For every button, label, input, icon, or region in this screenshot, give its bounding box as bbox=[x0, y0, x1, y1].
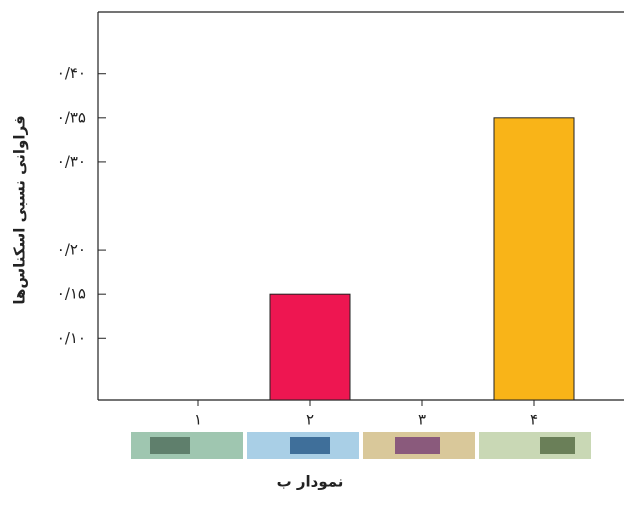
x-tick-label: ۱ bbox=[194, 411, 202, 429]
x-tick-label: ۴ bbox=[530, 411, 538, 429]
y-tick-label: ۰/۲۰ bbox=[57, 241, 86, 259]
banknote-image bbox=[290, 437, 330, 454]
x-tick-label: ۳ bbox=[418, 411, 426, 429]
x-tick-label: ۲ bbox=[306, 411, 314, 429]
banknotes bbox=[131, 432, 591, 459]
x-axis-title: نمودار ب bbox=[277, 473, 344, 491]
y-tick-label: ۰/۱۵ bbox=[57, 285, 86, 303]
y-tick-label: ۰/۴۰ bbox=[57, 64, 86, 82]
banknote-image bbox=[150, 437, 190, 454]
banknote-image bbox=[540, 437, 575, 454]
y-tick-label: ۰/۱۰ bbox=[57, 329, 86, 347]
y-tick-label: ۰/۳۵ bbox=[57, 108, 86, 126]
bar bbox=[269, 293, 351, 401]
bar bbox=[493, 117, 575, 401]
y-tick-label: ۰/۳۰ bbox=[57, 152, 86, 170]
banknote-image bbox=[395, 437, 440, 454]
y-axis-title: فراوانی نسبی اسکناس‌ها bbox=[11, 115, 29, 304]
